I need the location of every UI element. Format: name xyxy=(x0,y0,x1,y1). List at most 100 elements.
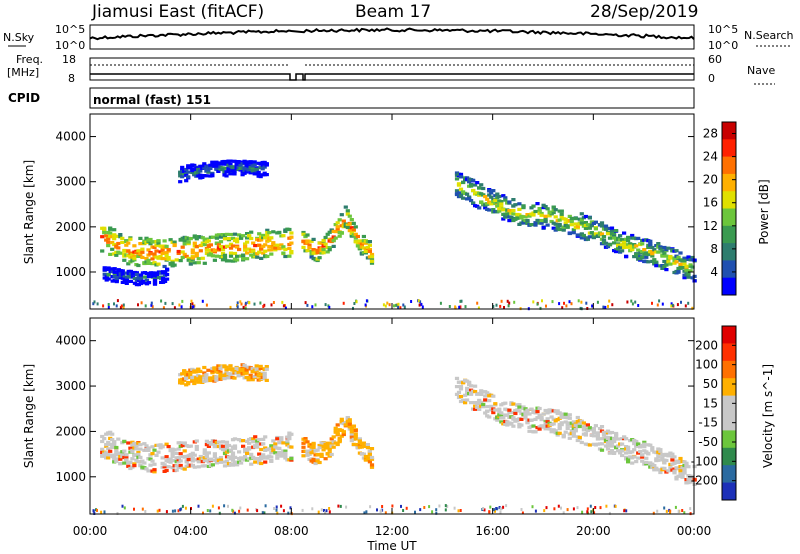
echo-cell xyxy=(577,422,582,426)
echo-cell xyxy=(652,511,655,515)
echo-cell xyxy=(154,243,159,247)
echo-cell xyxy=(575,233,580,237)
echo-cell xyxy=(253,457,258,461)
echo-cell xyxy=(161,276,166,281)
echo-cell xyxy=(200,256,205,260)
echo-cell xyxy=(339,504,342,508)
echo-cell xyxy=(235,237,240,241)
echo-cell xyxy=(123,506,126,510)
echo-cell xyxy=(418,303,421,307)
echo-cell xyxy=(503,401,508,405)
echo-cell xyxy=(672,461,677,465)
echo-cell xyxy=(333,223,338,227)
echo-cell xyxy=(467,180,472,184)
echo-cell xyxy=(692,274,697,278)
echo-cell xyxy=(210,254,215,258)
echo-cell xyxy=(165,272,170,277)
echo-cell xyxy=(214,236,219,240)
echo-cell xyxy=(626,445,631,449)
echo-cell xyxy=(265,254,270,258)
echo-cell xyxy=(614,229,619,233)
echo-cell xyxy=(204,373,209,377)
echo-cell xyxy=(642,440,647,444)
echo-cell xyxy=(235,463,240,467)
echo-cell xyxy=(244,367,249,371)
echo-cell xyxy=(289,445,294,449)
echo-cell xyxy=(106,447,111,451)
echo-cell xyxy=(104,443,109,447)
echo-cell xyxy=(652,464,657,468)
echo-cell xyxy=(520,508,523,511)
echo-cell xyxy=(662,251,667,255)
echo-cell xyxy=(353,429,358,433)
echo-cell xyxy=(690,265,695,269)
echo-cell xyxy=(622,231,627,235)
echo-cell xyxy=(319,454,324,458)
echo-cell xyxy=(575,415,580,420)
echo-cell xyxy=(319,241,324,245)
echo-cell xyxy=(178,459,183,463)
echo-cell xyxy=(239,461,244,465)
echo-cell xyxy=(650,259,655,263)
echo-cell xyxy=(612,437,617,441)
echo-cell xyxy=(682,259,687,263)
echo-cell xyxy=(640,238,645,243)
echo-cell xyxy=(631,302,634,306)
echo-cell xyxy=(431,510,434,514)
x-tick-label: 16:00 xyxy=(475,524,510,538)
echo-cell xyxy=(281,245,286,249)
echo-cell xyxy=(281,251,286,255)
echo-cell xyxy=(245,236,250,240)
echo-cell xyxy=(106,237,111,241)
echo-cell xyxy=(341,432,346,437)
echo-cell xyxy=(692,478,697,482)
echo-cell xyxy=(228,251,234,255)
echo-cell xyxy=(607,236,613,240)
echo-cell xyxy=(507,304,510,308)
echo-cell xyxy=(325,250,330,254)
echo-cell xyxy=(196,460,201,464)
echo-cell xyxy=(674,505,677,509)
echo-cell xyxy=(589,224,594,228)
echo-cell xyxy=(636,248,641,252)
echo-cell xyxy=(114,253,119,257)
echo-cell xyxy=(311,248,316,252)
echo-cell xyxy=(521,405,526,409)
echo-cell xyxy=(148,242,153,246)
echo-cell xyxy=(106,244,111,248)
echo-cell xyxy=(660,266,665,270)
echo-cell xyxy=(198,378,203,382)
echo-cell xyxy=(428,505,431,509)
echo-cell xyxy=(96,302,99,306)
echo-cell xyxy=(206,451,211,455)
echo-cell xyxy=(116,437,121,441)
echo-cell xyxy=(500,507,503,511)
echo-cell xyxy=(616,437,621,441)
echo-cell xyxy=(517,425,522,429)
echo-cell xyxy=(222,253,228,257)
echo-cell xyxy=(271,242,276,247)
echo-cell xyxy=(369,252,375,257)
echo-cell xyxy=(282,304,285,308)
echo-cell xyxy=(230,451,236,455)
echo-cell xyxy=(150,459,155,463)
echo-cell xyxy=(380,509,383,513)
echo-cell xyxy=(166,465,171,469)
echo-cell xyxy=(656,458,661,462)
echo-cell xyxy=(138,443,143,447)
echo-cell xyxy=(680,266,685,270)
echo-cell xyxy=(543,427,548,431)
echo-cell xyxy=(465,398,470,402)
echo-cell xyxy=(347,229,352,233)
echo-cell xyxy=(620,442,625,446)
echo-cell xyxy=(587,428,592,432)
echo-cell xyxy=(563,217,568,221)
echo-cell xyxy=(369,259,375,263)
echo-cell xyxy=(108,449,113,453)
echo-cell xyxy=(110,432,115,436)
echo-cell xyxy=(271,230,276,234)
echo-cell xyxy=(208,163,213,167)
echo-cell xyxy=(686,271,691,275)
echo-cell xyxy=(315,448,320,452)
echo-cell xyxy=(126,249,131,253)
